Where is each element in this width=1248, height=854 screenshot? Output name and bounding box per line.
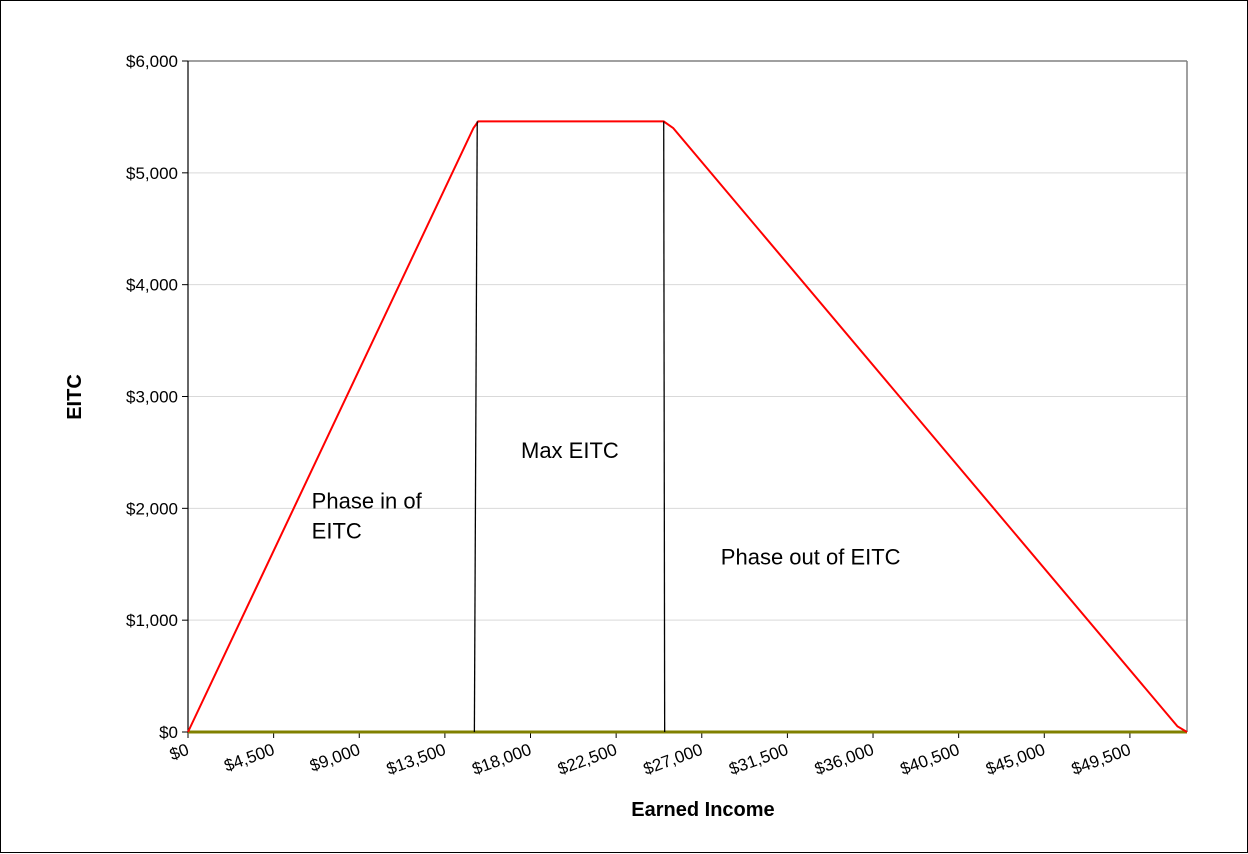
x-axis-ticks: $0 $4,500 $9,000 $13,500 $18,000 $22,500 $27,0…	[167, 732, 1133, 779]
annotations: Phase in of EITC Max EITC Phase out of EITC	[312, 438, 901, 569]
x-tick-label-10: $45,000	[983, 740, 1047, 779]
x-tick-label-7: $31,500	[727, 740, 791, 779]
x-tick-label-1: $4,500	[222, 740, 277, 776]
y-tick-label-1: $1,000	[126, 611, 178, 630]
y-tick-label-4: $4,000	[126, 276, 178, 295]
y-tick-label-5: $5,000	[126, 164, 178, 183]
x-tick-label-3: $13,500	[384, 740, 448, 779]
y-tick-label-2: $2,000	[126, 499, 178, 518]
x-tick-label-8: $36,000	[812, 740, 876, 779]
y-axis-title: EITC	[64, 374, 86, 420]
x-tick-label-5: $22,500	[555, 740, 619, 779]
annotation-2-line-0: Phase out of EITC	[721, 544, 901, 569]
y-axis-ticks: $0 $1,000 $2,000 $3,000 $4,000 $5,000 $6,000	[126, 52, 188, 742]
annotation-1-line-0: Max EITC	[521, 438, 619, 463]
series-line-0	[187, 120, 1188, 733]
divider-line-1	[663, 121, 666, 733]
x-tick-label-9: $40,500	[898, 740, 962, 779]
annotation-0-line-0: Phase in of	[312, 488, 423, 513]
y-tick-label-3: $3,000	[126, 388, 178, 407]
x-tick-label-6: $27,000	[641, 740, 705, 779]
x-tick-label-11: $49,500	[1069, 740, 1133, 779]
annotation-0: Phase in of EITC	[312, 488, 423, 543]
x-tick-label-2: $9,000	[307, 740, 362, 776]
y-tick-label-6: $6,000	[126, 52, 178, 71]
y-tick-label-0: $0	[159, 723, 178, 742]
x-tick-label-0: $0	[167, 740, 191, 764]
annotation-2: Phase out of EITC	[721, 544, 901, 569]
divider-line-0	[473, 121, 478, 733]
series	[187, 120, 1188, 734]
divider-lines	[473, 121, 666, 733]
annotation-0-line-1: EITC	[312, 518, 362, 543]
annotation-1: Max EITC	[521, 438, 619, 463]
x-axis-title: Earned Income	[631, 799, 774, 821]
x-tick-label-4: $18,000	[470, 740, 534, 779]
